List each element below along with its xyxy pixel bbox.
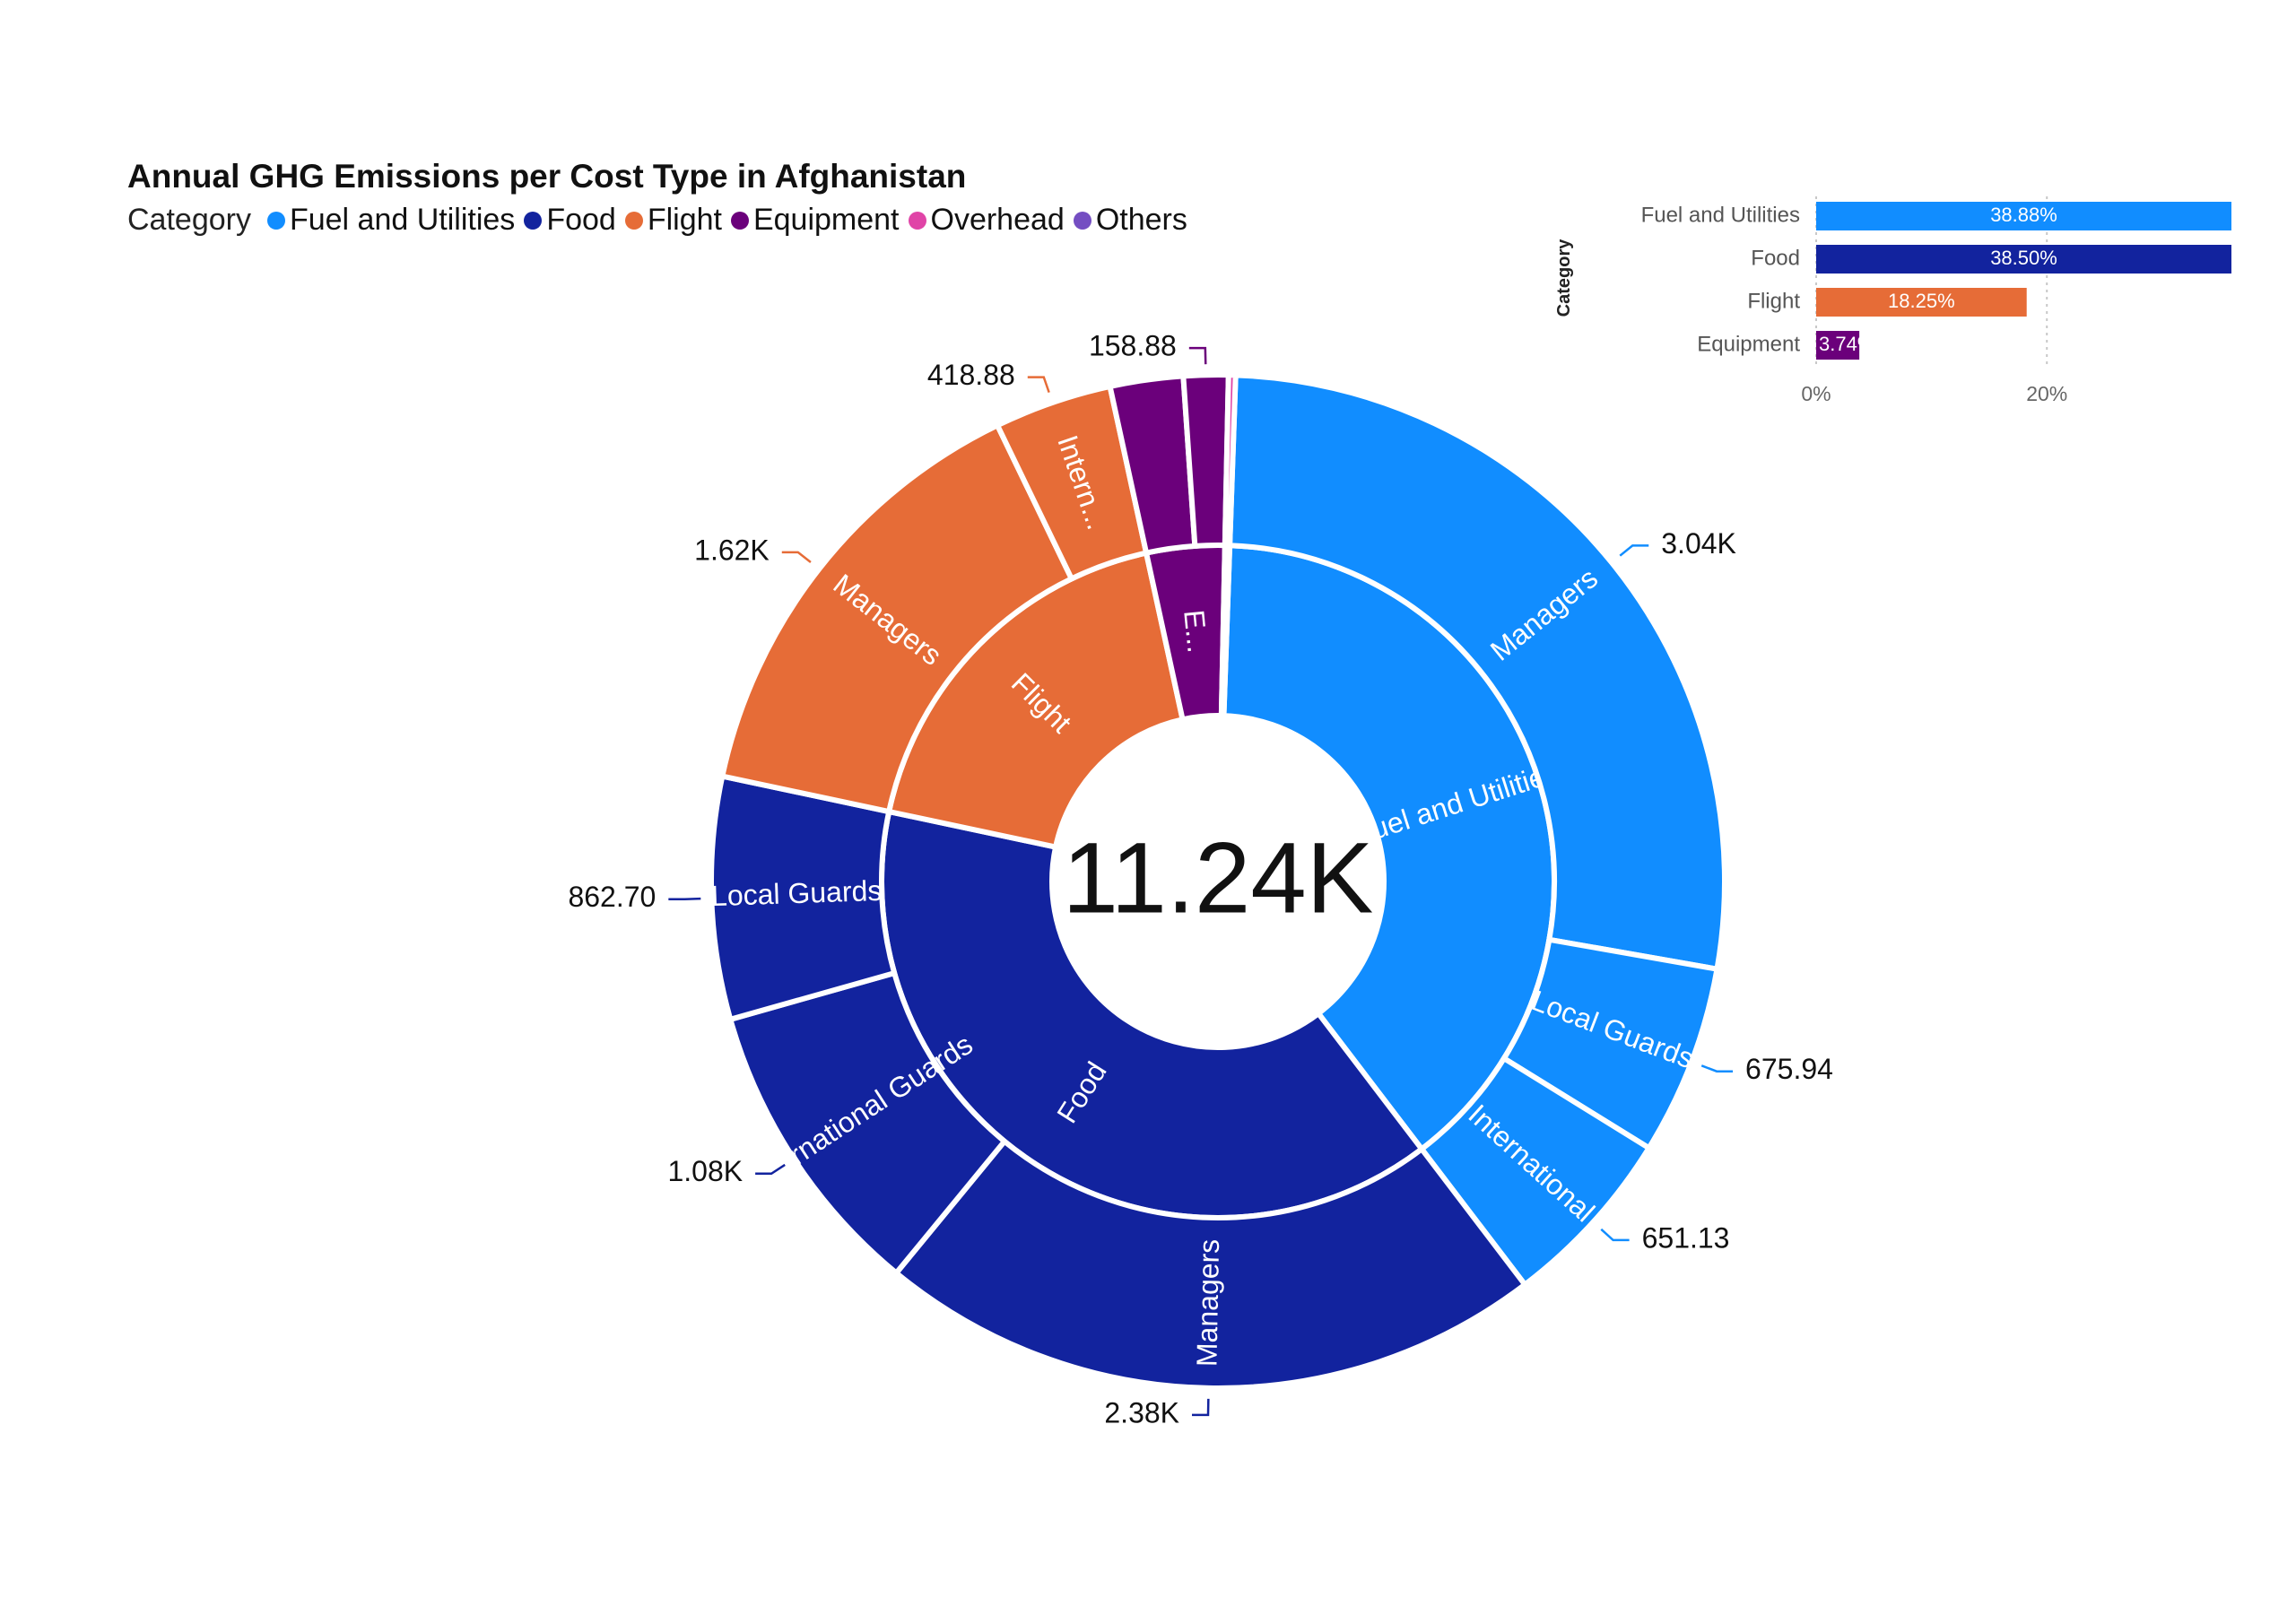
legend-dot bbox=[266, 211, 285, 230]
inner-label-equipment: E... bbox=[1178, 608, 1213, 654]
legend-item-overhead[interactable]: Overhead bbox=[908, 203, 1065, 238]
legend-label: Food bbox=[546, 203, 616, 237]
legend-dot bbox=[908, 211, 926, 230]
y-tick-label-flight: Flight bbox=[1747, 289, 1800, 313]
data-label-international-guards: 1.08K bbox=[667, 1155, 743, 1187]
center-total-label: 11.24K bbox=[1063, 822, 1374, 934]
category-bar-chart: 0% 20% Fuel and Utilities 38.88% Food 38.50% F… bbox=[1554, 196, 2231, 405]
y-axis-title: Category bbox=[1554, 239, 1574, 317]
chart-title: Annual GHG Emissions per Cost Type in Af… bbox=[127, 158, 967, 195]
data-label-local-guards: 862.70 bbox=[568, 881, 656, 913]
bar-food bbox=[1816, 245, 2231, 274]
bar-value-label-food: 38.50% bbox=[1990, 247, 2057, 269]
legend-label: Equipment bbox=[752, 203, 900, 237]
data-label-local-guards: 675.94 bbox=[1745, 1053, 1833, 1085]
leader-line bbox=[1188, 346, 1207, 365]
leader-line bbox=[755, 1163, 786, 1176]
leader-line bbox=[1192, 1398, 1210, 1417]
legend-item-food[interactable]: Food bbox=[524, 203, 616, 238]
leader-line bbox=[781, 551, 812, 563]
legend-item-fuel[interactable]: Fuel and Utilities bbox=[266, 203, 516, 238]
legend-label: Fuel and Utilities bbox=[289, 203, 516, 237]
bar-value-label-flight: 18.25% bbox=[1888, 290, 1955, 312]
bar-value-label-equipment: 3.74% bbox=[1819, 333, 1874, 355]
leader-line bbox=[1700, 1064, 1734, 1073]
bar-equipment bbox=[1816, 331, 1860, 360]
leader-line bbox=[1027, 376, 1050, 394]
data-label-international: 418.88 bbox=[927, 359, 1015, 391]
data-label-managers: 2.38K bbox=[1104, 1396, 1179, 1429]
legend-dot bbox=[730, 211, 749, 230]
y-tick-label-equipment: Equipment bbox=[1697, 332, 1800, 356]
legend-dot bbox=[624, 211, 643, 230]
legend-label: Others bbox=[1095, 203, 1187, 237]
legend-dot bbox=[1073, 211, 1091, 230]
x-tick-label: 20% bbox=[2026, 382, 2067, 405]
outer-slice-overhead-overhead bbox=[1222, 372, 1239, 549]
legend-item-flight[interactable]: Flight bbox=[624, 203, 722, 238]
leader-line bbox=[1600, 1228, 1630, 1242]
legend-title: Category bbox=[127, 203, 251, 237]
data-label-equipment-b: 158.88 bbox=[1089, 330, 1177, 362]
y-tick-label-food: Food bbox=[1751, 246, 1800, 270]
legend-item-others[interactable]: Others bbox=[1073, 203, 1187, 238]
data-label-international-guards: 651.13 bbox=[1642, 1221, 1730, 1254]
data-label-managers: 1.62K bbox=[694, 534, 770, 566]
y-tick-label-fuel-and-utilities: Fuel and Utilities bbox=[1641, 203, 1800, 227]
outer-label-food-managers: Managers bbox=[1190, 1238, 1225, 1367]
bar-flight bbox=[1816, 288, 2027, 317]
data-label-managers: 3.04K bbox=[1661, 527, 1736, 560]
legend-item-equipment[interactable]: Equipment bbox=[730, 203, 900, 238]
legend-label: Overhead bbox=[930, 203, 1065, 237]
legend-label: Flight bbox=[647, 203, 722, 237]
outer-label-food-local-guards: Local Guards bbox=[710, 874, 882, 912]
bar-fuel-and-utilities bbox=[1816, 202, 2231, 230]
outer-slice-fuel-and-utilities-managers bbox=[1226, 372, 1727, 973]
legend-dot bbox=[524, 211, 543, 230]
legend: Category Fuel and Utilities Food Flight … bbox=[127, 203, 1196, 238]
outer-slice-food-managers bbox=[892, 1137, 1529, 1391]
leader-line bbox=[1619, 544, 1649, 557]
bar-value-label-fuel-and-utilities: 38.88% bbox=[1990, 204, 2057, 226]
x-tick-label: 0% bbox=[1801, 382, 1831, 405]
